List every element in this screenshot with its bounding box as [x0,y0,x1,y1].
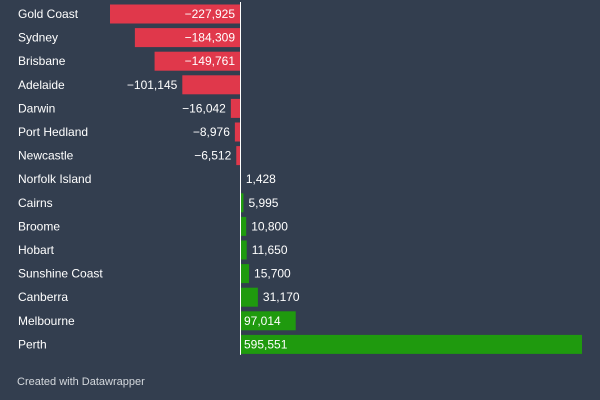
bar-negative [230,98,240,118]
bar-positive [240,216,247,236]
category-label: Perth [18,337,47,351]
bar-row: Cairns 5,995 [18,193,279,213]
bar-row: Perth 595,551 [18,334,582,354]
category-label: Brisbane [18,54,66,68]
bar-row: Brisbane −149,761 [18,51,240,71]
bar-row: Canberra 31,170 [18,287,300,307]
category-label: Cairns [18,196,53,210]
bar-positive [240,264,250,284]
bar-row: Gold Coast −227,925 [18,4,240,24]
value-label: 1,428 [246,172,276,186]
bar-positive [240,193,244,213]
value-label: 31,170 [263,290,300,304]
bar-row: Sydney −184,309 [18,28,240,48]
bar-positive [240,287,258,307]
value-label: 5,995 [248,196,278,210]
bar-row: Port Hedland −8,976 [18,122,240,142]
bar-positive [240,334,582,354]
bar-negative [234,122,240,142]
bar-negative [154,51,240,71]
value-label: −227,925 [185,7,236,21]
value-label: −6,512 [194,149,231,163]
category-label: Hobart [18,243,55,257]
bar-row: Adelaide −101,145 [18,75,240,95]
value-label: 10,800 [251,219,288,233]
bar-row: Newcastle −6,512 [18,146,240,166]
footer-credit: Created with Datawrapper [17,376,145,388]
category-label: Melbourne [18,314,75,328]
category-label: Newcastle [18,149,74,163]
value-label: −184,309 [185,31,236,45]
value-label: −8,976 [193,125,230,139]
category-label: Adelaide [18,78,65,92]
category-label: Sunshine Coast [18,267,103,281]
category-label: Port Hedland [18,125,88,139]
bar-row: Norfolk Island 1,428 [18,169,276,189]
bar-row: Hobart 11,650 [18,240,288,260]
bar-negative [236,146,240,166]
category-label: Gold Coast [18,7,79,21]
bar-row: Sunshine Coast 15,700 [18,264,291,284]
category-label: Norfolk Island [18,172,91,186]
bar-negative [134,28,240,48]
bar-positive [240,240,247,260]
bar-positive [240,311,296,331]
bar-row: Darwin −16,042 [18,98,240,118]
category-label: Darwin [18,101,55,115]
bar-negative [110,4,240,24]
bar-row: Melbourne 97,014 [18,311,296,331]
category-label: Broome [18,219,60,233]
bar-negative [182,75,240,95]
value-label: −149,761 [185,54,236,68]
value-label: −16,042 [182,101,226,115]
bar-rows: Gold Coast −227,925 Sydney −184,309 Brisbane… [18,4,582,354]
value-label: 11,650 [252,243,288,257]
category-label: Sydney [18,31,58,45]
bar-row: Broome 10,800 [18,216,288,236]
category-label: Canberra [18,290,68,304]
value-label: 97,014 [244,314,281,328]
value-label: −101,145 [127,78,178,92]
value-label: 595,551 [244,337,288,351]
value-label: 15,700 [254,267,291,281]
